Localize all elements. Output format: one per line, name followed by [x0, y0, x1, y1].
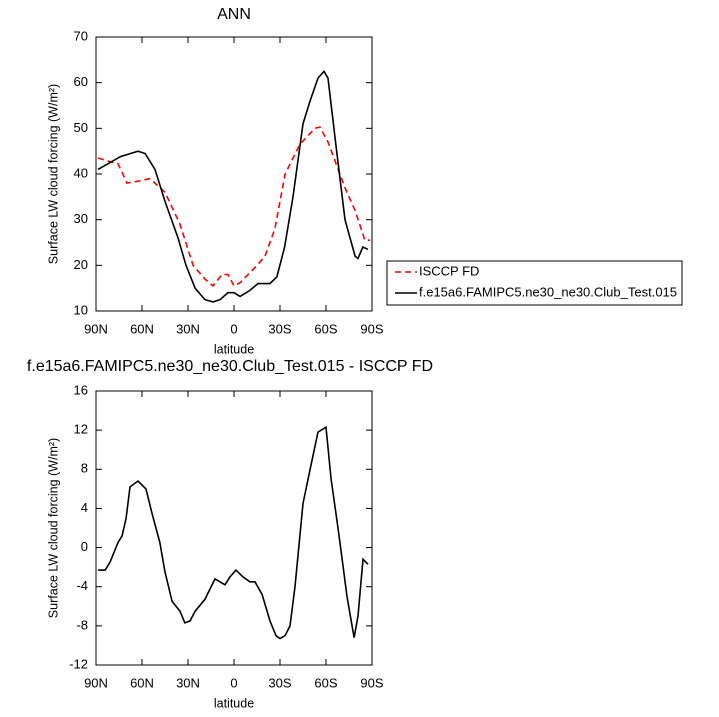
y-tick-label: 40	[74, 165, 88, 180]
y-tick-label: 70	[74, 28, 88, 43]
legend: ISCCP FD f.e15a6.FAMIPC5.ne30_ne30.Club_T…	[386, 260, 683, 306]
y-tick-label: 12	[74, 422, 88, 437]
y-tick-label: 16	[74, 382, 88, 397]
x-tick-label: 90N	[84, 321, 108, 336]
x-tick-label: 60S	[314, 321, 337, 336]
y-tick-label: 4	[81, 500, 88, 515]
y-tick-label: 50	[74, 120, 88, 135]
legend-label: f.e15a6.FAMIPC5.ne30_ne30.Club_Test.015	[419, 284, 677, 299]
x-tick-label: 90S	[360, 675, 383, 690]
chart-title: ANN	[217, 6, 251, 23]
x-tick-label: 30N	[176, 321, 200, 336]
data-line	[98, 425, 369, 640]
plot-frame	[95, 390, 373, 666]
x-tick-label: 0	[230, 675, 237, 690]
x-tick-label: 90S	[360, 321, 383, 336]
plot-frame	[95, 36, 373, 312]
legend-box	[386, 260, 683, 306]
chart-title: f.e15a6.FAMIPC5.ne30_ne30.Club_Test.015 …	[27, 358, 433, 375]
x-tick-label: 30N	[176, 675, 200, 690]
x-tick-label: 60N	[130, 675, 154, 690]
y-tick-label: 10	[74, 302, 88, 317]
y-tick-label: -12	[69, 656, 88, 671]
x-tick-label: 30S	[268, 321, 291, 336]
y-tick-label: -4	[76, 578, 88, 593]
y-axis-label: Surface LW cloud forcing (W/m²)	[46, 438, 60, 618]
y-tick-label: 60	[74, 74, 88, 89]
y-tick-label: -8	[76, 617, 88, 632]
y-tick-label: 20	[74, 257, 88, 272]
x-tick-label: 90N	[84, 675, 108, 690]
x-axis-label: latitude	[214, 342, 254, 356]
data-line	[97, 69, 369, 303]
x-tick-label: 30S	[268, 675, 291, 690]
x-axis-label: latitude	[214, 696, 254, 710]
x-tick-label: 0	[230, 321, 237, 336]
y-tick-label: 0	[81, 539, 88, 554]
x-tick-label: 60N	[130, 321, 154, 336]
y-tick-label: 30	[74, 211, 88, 226]
y-axis-label: Surface LW cloud forcing (W/m²)	[46, 84, 60, 264]
x-tick-label: 60S	[314, 675, 337, 690]
y-tick-label: 8	[81, 461, 88, 476]
legend-label: ISCCP FD	[419, 263, 479, 278]
